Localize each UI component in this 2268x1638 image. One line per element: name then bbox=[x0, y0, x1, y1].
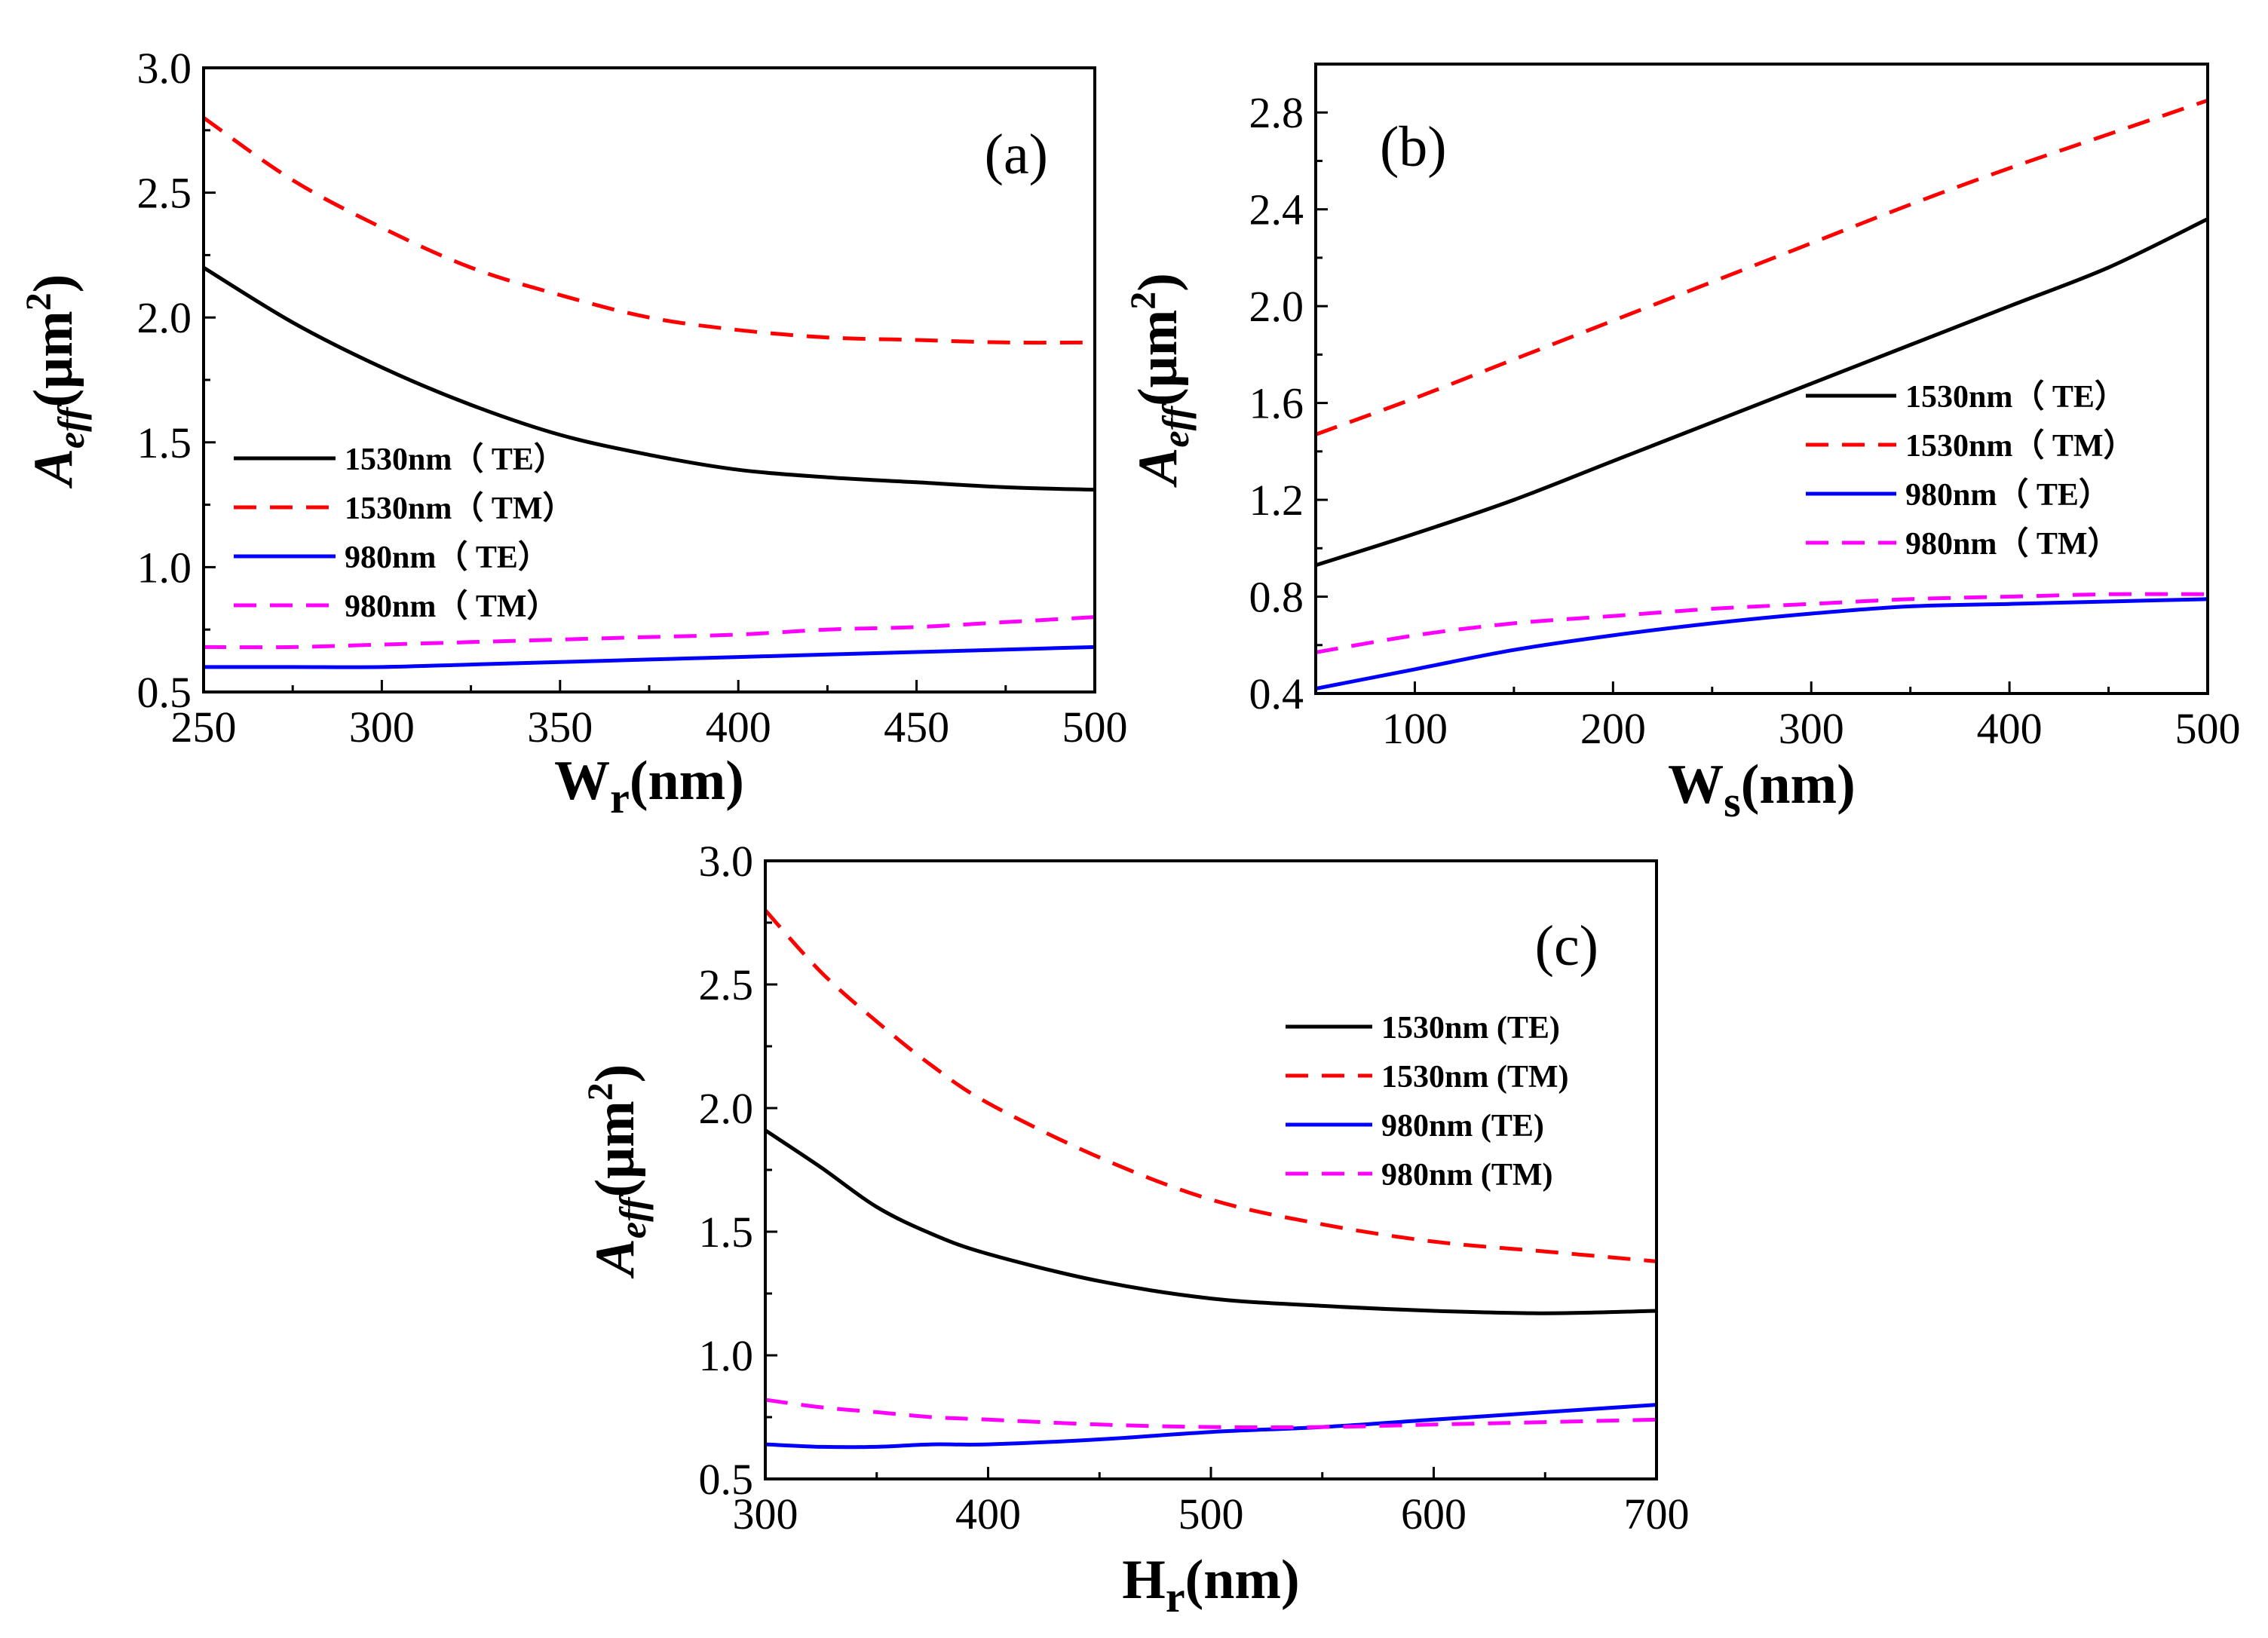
panel-a-legend-label-2: 1530nm（ TM） bbox=[345, 491, 575, 526]
panel-a-x-tick-label: 500 bbox=[1062, 703, 1128, 752]
panel-a-y-tick-label: 2.5 bbox=[137, 169, 192, 218]
panel-a-y-tick-label: 2.0 bbox=[137, 293, 192, 342]
panel-a-panel-label: (a) bbox=[985, 123, 1048, 186]
panel-c-y-tick-label: 0.5 bbox=[699, 1455, 754, 1504]
panel-b-x-axis-title: Ws(nm) bbox=[1668, 754, 1856, 826]
panel-c-x-tick-label: 700 bbox=[1624, 1490, 1690, 1538]
panel-b-y-tick-label: 2.4 bbox=[1249, 185, 1304, 234]
panel-b-legend-label-4: 980nm（ TM） bbox=[1905, 526, 2119, 562]
panel-b: 100 200 300 400 500 0.4 0.8 1.2 1.6 2.0 2.4 2.8 Ws(n… bbox=[1123, 63, 2241, 826]
panel-a-series-1-line bbox=[204, 265, 1095, 492]
panel-c-y-tick-label: 1.0 bbox=[699, 1331, 754, 1380]
panel-c-y-tick-label: 2.0 bbox=[699, 1084, 754, 1133]
panel-b-series-3-line bbox=[1316, 597, 2208, 691]
panel-b-plot-frame bbox=[1314, 63, 2209, 695]
panel-a-series-2-line bbox=[204, 116, 1095, 345]
panel-b-legend: 1530nm（ TE） 1530nm（ TM） 980nm（ TE） 980nm（ T… bbox=[1806, 379, 2135, 562]
panel-a-x-tick-label: 300 bbox=[349, 703, 415, 752]
panel-c-legend-label-3: 980nm (TE) bbox=[1381, 1109, 1544, 1144]
panel-a-legend-label-1: 1530nm（ TE） bbox=[345, 442, 565, 477]
panel-b-x-tick-label: 300 bbox=[1779, 704, 1844, 753]
panel-b-y-axis-title: Aeff(μm2) bbox=[1123, 273, 1197, 488]
panel-a-y-tick-label: 1.5 bbox=[137, 418, 192, 467]
panel-c-legend-label-2: 1530nm (TM) bbox=[1381, 1060, 1568, 1095]
panel-b-x-tick-label: 100 bbox=[1382, 704, 1448, 753]
panel-c-y-axis-title: Aeff(μm2) bbox=[581, 1064, 654, 1279]
panel-c-series-1-line bbox=[765, 1128, 1657, 1315]
panel-b-x-tick-label: 200 bbox=[1580, 704, 1646, 753]
panel-c-panel-label: (c) bbox=[1535, 914, 1598, 978]
panel-c: 300 400 500 600 700 0.5 1.0 1.5 2.0 2.5 3.0 Hr(nm) A… bbox=[581, 837, 1690, 1621]
panel-b-y-tick-label: 0.8 bbox=[1249, 573, 1304, 622]
panel-a-x-tick-label: 250 bbox=[171, 703, 237, 752]
panel-a: 250 300 350 400 450 500 0.5 1.0 1.5 2.0 2.5 3.0 Wr(n… bbox=[19, 44, 1128, 822]
panel-a-y-tick-label: 3.0 bbox=[137, 44, 192, 93]
panel-a-x-tick-label: 400 bbox=[706, 703, 771, 752]
panel-c-legend-label-1: 1530nm (TE) bbox=[1381, 1011, 1560, 1046]
panel-b-series-1-line bbox=[1316, 217, 2208, 568]
panel-a-series-4-line bbox=[204, 615, 1095, 650]
panel-c-x-tick-label: 300 bbox=[733, 1490, 798, 1538]
panel-c-y-tick-label: 2.5 bbox=[699, 960, 754, 1009]
panel-b-series-4-line bbox=[1316, 592, 2208, 654]
panel-a-y-tick-label: 0.5 bbox=[137, 668, 192, 717]
panel-c-x-axis-title: Hr(nm) bbox=[1122, 1549, 1299, 1621]
panel-c-series-2-line bbox=[765, 908, 1657, 1263]
panel-a-y-axis-title: Aeff(μm2) bbox=[19, 274, 92, 489]
panel-b-legend-label-1: 1530nm（ TE） bbox=[1905, 379, 2126, 415]
panel-c-legend: 1530nm (TE) 1530nm (TM) 980nm (TE) 980nm (T… bbox=[1286, 1011, 1568, 1193]
panel-b-y-tick-label: 0.4 bbox=[1249, 669, 1304, 718]
panel-c-series-4-line bbox=[765, 1398, 1657, 1430]
panel-b-y-tick-label: 1.6 bbox=[1249, 379, 1304, 428]
panel-a-y-tick-label: 1.0 bbox=[137, 543, 192, 592]
panel-c-y-tick-label: 1.5 bbox=[699, 1208, 754, 1257]
panel-b-y-tick-label: 2.8 bbox=[1249, 88, 1304, 137]
panel-b-y-tick-label: 2.0 bbox=[1249, 282, 1304, 331]
panel-c-x-tick-label: 500 bbox=[1178, 1490, 1244, 1538]
panel-b-y-tick-label: 1.2 bbox=[1249, 476, 1304, 525]
panel-b-panel-label: (b) bbox=[1380, 115, 1447, 179]
panel-c-y-tick-label: 3.0 bbox=[699, 837, 754, 886]
panel-c-x-tick-label: 400 bbox=[955, 1490, 1021, 1538]
panel-b-x-tick-label: 500 bbox=[2175, 704, 2241, 753]
panel-a-x-tick-label: 450 bbox=[884, 703, 949, 752]
panel-a-legend-label-4: 980nm（ TM） bbox=[345, 589, 559, 624]
panel-c-legend-label-4: 980nm (TM) bbox=[1381, 1158, 1552, 1193]
panel-b-legend-label-3: 980nm（ TE） bbox=[1905, 477, 2110, 513]
panel-b-legend-label-2: 1530nm（ TM） bbox=[1905, 428, 2135, 464]
panel-a-x-tick-label: 350 bbox=[527, 703, 593, 752]
panel-a-legend: 1530nm（ TE） 1530nm（ TM） 980nm（ TE） 980nm（ T… bbox=[234, 442, 575, 624]
panel-b-series-2-line bbox=[1316, 98, 2208, 436]
panel-a-x-axis-title: Wr(nm) bbox=[554, 750, 744, 822]
panel-b-x-tick-label: 400 bbox=[1977, 704, 2043, 753]
panel-a-series-3-line bbox=[204, 644, 1095, 669]
panel-a-legend-label-3: 980nm（ TE） bbox=[345, 540, 550, 575]
panel-c-series-3-line bbox=[765, 1403, 1657, 1450]
panel-c-x-tick-label: 600 bbox=[1401, 1490, 1467, 1538]
